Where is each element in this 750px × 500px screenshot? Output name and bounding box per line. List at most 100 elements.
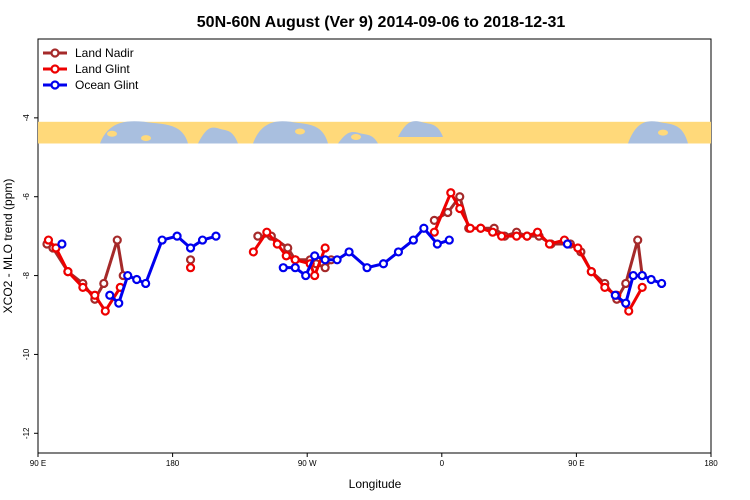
data-point [573, 243, 583, 253]
map-island-shape [141, 135, 151, 142]
data-point [185, 255, 196, 265]
data-point [637, 282, 647, 292]
data-point [290, 255, 300, 265]
y-axis-label: XCO2 - MLO trend (ppm) [1, 179, 15, 314]
legend-item: Ocean Glint [43, 78, 139, 92]
y-tick-label: -10 [22, 348, 31, 360]
data-point [57, 239, 67, 249]
data-point [157, 235, 167, 245]
map-island-shape [295, 128, 305, 135]
data-point [100, 306, 110, 316]
data-point [290, 263, 300, 273]
data-point [123, 270, 133, 281]
legend-marker [50, 48, 60, 58]
series-line [108, 234, 217, 305]
data-point [253, 231, 263, 241]
data-point [628, 270, 638, 281]
data-point [112, 235, 122, 245]
data-point [132, 274, 142, 285]
map-ocean-shape [198, 127, 238, 144]
data-point [522, 231, 532, 241]
x-tick-label: 90 W [298, 459, 317, 468]
data-point [497, 231, 507, 241]
data-point [248, 247, 258, 257]
series-land-glint [43, 188, 647, 316]
map-ocean-shape [100, 121, 188, 144]
data-point [488, 227, 498, 237]
data-point [532, 227, 543, 237]
data-point [63, 267, 73, 277]
legend-item: Land Glint [43, 62, 130, 76]
map-ocean-shape [628, 121, 688, 144]
data-point [262, 227, 272, 237]
data-point [99, 278, 109, 289]
data-point [455, 192, 465, 202]
data-point [211, 231, 221, 241]
x-tick-label: 0 [440, 459, 445, 468]
data-point [562, 239, 573, 249]
map-island-shape [351, 133, 361, 140]
data-point [281, 251, 291, 261]
data-point [476, 223, 486, 233]
data-point [320, 255, 330, 265]
data-point [419, 223, 429, 233]
data-point [621, 278, 631, 289]
data-point [432, 239, 442, 249]
y-tick-label: -4 [22, 114, 31, 122]
data-point [283, 243, 293, 253]
data-point [621, 298, 631, 308]
y-tick-label: -12 [22, 427, 31, 439]
map-ocean-shape [253, 121, 328, 144]
data-point [624, 306, 634, 316]
data-point [185, 243, 196, 253]
legend-marker [50, 80, 60, 90]
data-point [320, 263, 330, 273]
data-point [362, 263, 372, 273]
data-point [637, 270, 647, 281]
data-point [378, 259, 389, 269]
data-point [310, 270, 320, 281]
data-point [443, 207, 453, 218]
data-point [408, 235, 418, 245]
data-point [646, 274, 656, 285]
map-island-shape [107, 130, 117, 137]
data-point [511, 231, 522, 241]
data-point [600, 282, 610, 292]
data-point [446, 188, 456, 198]
data-point [90, 290, 100, 300]
data-point [141, 278, 151, 289]
data-point [344, 247, 354, 257]
data-point [185, 263, 196, 273]
data-point [43, 235, 54, 245]
x-axis-ticks: 90 E 180 90 W 0 90 E 180 [30, 453, 718, 468]
data-point [465, 223, 475, 233]
data-point [429, 227, 439, 237]
data-point [393, 247, 404, 257]
legend-label: Land Glint [75, 62, 130, 76]
data-point [272, 239, 282, 249]
legend-item: Land Nadir [43, 46, 134, 60]
data-point [657, 278, 667, 289]
data-point [332, 255, 342, 265]
data-point [444, 235, 454, 245]
y-tick-label: -8 [22, 271, 31, 279]
legend-label: Land Nadir [75, 46, 134, 60]
data-point [51, 243, 61, 253]
map-island-shape [658, 129, 668, 136]
series-ocean-glint [57, 223, 667, 308]
data-point [610, 290, 620, 300]
data-point [586, 267, 596, 277]
series-line [433, 195, 644, 301]
plot-frame [37, 38, 712, 454]
x-tick-label: 180 [166, 459, 180, 468]
data-point [278, 263, 288, 273]
data-point [301, 270, 311, 281]
series-layer [42, 188, 667, 316]
legend: Land Nadir Land Glint Ocean Glint [43, 46, 139, 92]
x-tick-label: 180 [704, 459, 718, 468]
y-axis-ticks: -4 -6 -8 -10 -12 [22, 114, 38, 439]
data-point [197, 235, 208, 245]
data-point [544, 239, 555, 249]
data-point [105, 290, 115, 300]
